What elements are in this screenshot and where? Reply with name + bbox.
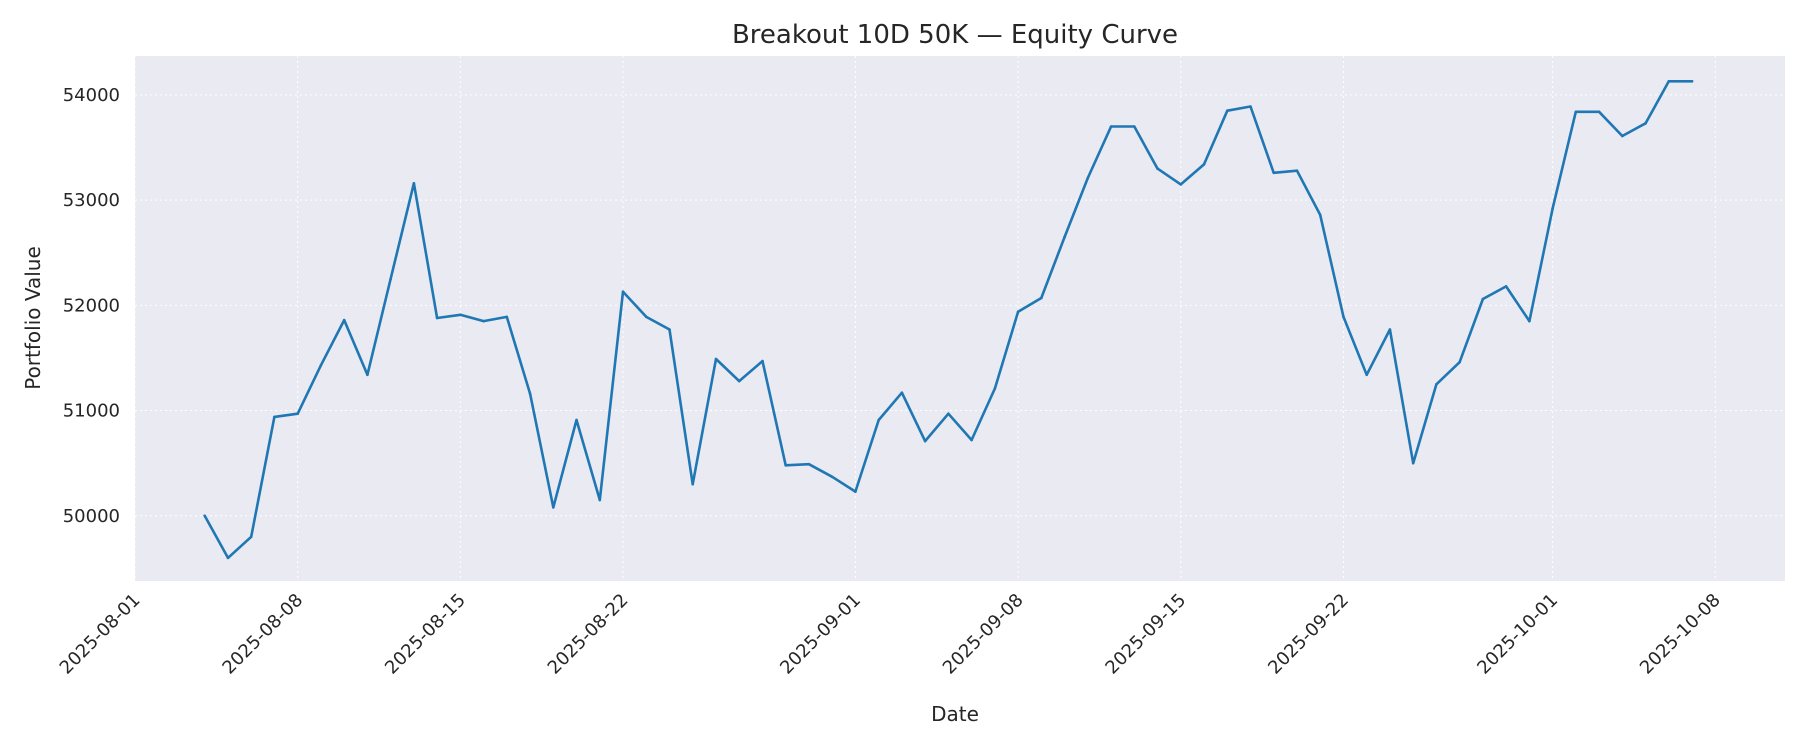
y-tick-label: 53000 [63, 190, 120, 211]
data-point [1411, 461, 1415, 465]
data-point [552, 506, 555, 509]
y-axis-ticks: 50000 51000 52000 53000 54000 [63, 85, 120, 527]
data-point [993, 387, 997, 390]
data-point [528, 392, 532, 396]
data-point [505, 315, 509, 319]
data-point [1365, 373, 1368, 377]
data-point [1249, 105, 1252, 108]
data-point [575, 418, 578, 422]
data-point [1225, 109, 1229, 113]
data-point [412, 182, 416, 185]
data-point [1644, 122, 1647, 125]
data-point [1388, 328, 1392, 331]
data-point [1109, 125, 1113, 128]
data-point [1574, 110, 1578, 114]
data-point [296, 412, 299, 416]
data-point [1667, 79, 1671, 83]
data-point [877, 418, 880, 422]
data-point [784, 463, 788, 467]
data-point [737, 379, 741, 383]
x-tick-label: 2025-09-08 [939, 590, 1028, 679]
data-point [947, 412, 950, 416]
data-point [1086, 176, 1090, 180]
data-point [459, 313, 462, 317]
data-point [342, 318, 346, 322]
x-tick-label: 2025-08-15 [381, 590, 470, 679]
data-point [482, 319, 485, 323]
y-tick-label: 51000 [63, 401, 120, 422]
y-tick-label: 50000 [63, 506, 120, 527]
data-point [1597, 110, 1601, 114]
data-point [970, 438, 973, 442]
x-tick-label: 2025-09-01 [776, 590, 865, 679]
data-point [1458, 360, 1461, 364]
data-point [1016, 310, 1020, 313]
data-point [1504, 285, 1508, 288]
data-point [226, 556, 230, 560]
data-point [1179, 183, 1183, 186]
data-point [691, 482, 695, 486]
x-tick-label: 2025-10-08 [1636, 590, 1725, 679]
data-point [598, 498, 602, 502]
data-point [807, 462, 811, 466]
data-point [389, 277, 392, 281]
x-tick-label: 2025-09-22 [1264, 590, 1353, 679]
data-point [923, 439, 927, 443]
data-point [1063, 235, 1066, 239]
data-point [273, 415, 276, 419]
x-axis-title: Date [931, 702, 979, 726]
data-point [900, 391, 904, 394]
data-point [203, 514, 207, 518]
x-axis-ticks: 2025-08-01 2025-08-08 2025-08-15 2025-08-22… [56, 590, 1725, 679]
data-point [1202, 163, 1206, 166]
data-point [435, 316, 439, 320]
data-point [1156, 167, 1159, 170]
data-point [1342, 315, 1345, 319]
data-point [1132, 125, 1136, 128]
x-tick-label: 2025-08-01 [56, 590, 145, 679]
data-point [1318, 213, 1322, 217]
data-point [1481, 297, 1485, 301]
data-point [1295, 169, 1299, 172]
data-point [319, 364, 323, 367]
series-layer [203, 79, 1694, 560]
y-axis-title: Portfolio Value [21, 246, 45, 390]
data-point [1551, 207, 1554, 210]
data-point [714, 357, 718, 361]
data-point [1690, 79, 1694, 83]
x-tick-label: 2025-08-08 [218, 590, 307, 679]
data-point [830, 475, 834, 479]
data-point [1272, 171, 1276, 175]
data-point [1040, 296, 1043, 300]
data-point [249, 535, 253, 539]
data-point [1435, 382, 1438, 386]
data-point [621, 290, 625, 293]
y-tick-label: 52000 [63, 295, 120, 316]
data-point [761, 359, 764, 363]
data-point [366, 373, 369, 377]
data-point [1528, 319, 1531, 323]
data-point [644, 315, 648, 319]
x-tick-label: 2025-09-15 [1101, 590, 1190, 679]
x-tick-label: 2025-10-01 [1473, 590, 1562, 679]
data-point [1621, 134, 1624, 138]
plot-area [135, 56, 1785, 581]
data-point [854, 490, 857, 493]
chart-title: Breakout 10D 50K — Equity Curve [732, 20, 1178, 50]
x-tick-label: 2025-08-22 [544, 590, 633, 679]
data-point [668, 328, 671, 331]
y-tick-label: 54000 [63, 85, 120, 106]
